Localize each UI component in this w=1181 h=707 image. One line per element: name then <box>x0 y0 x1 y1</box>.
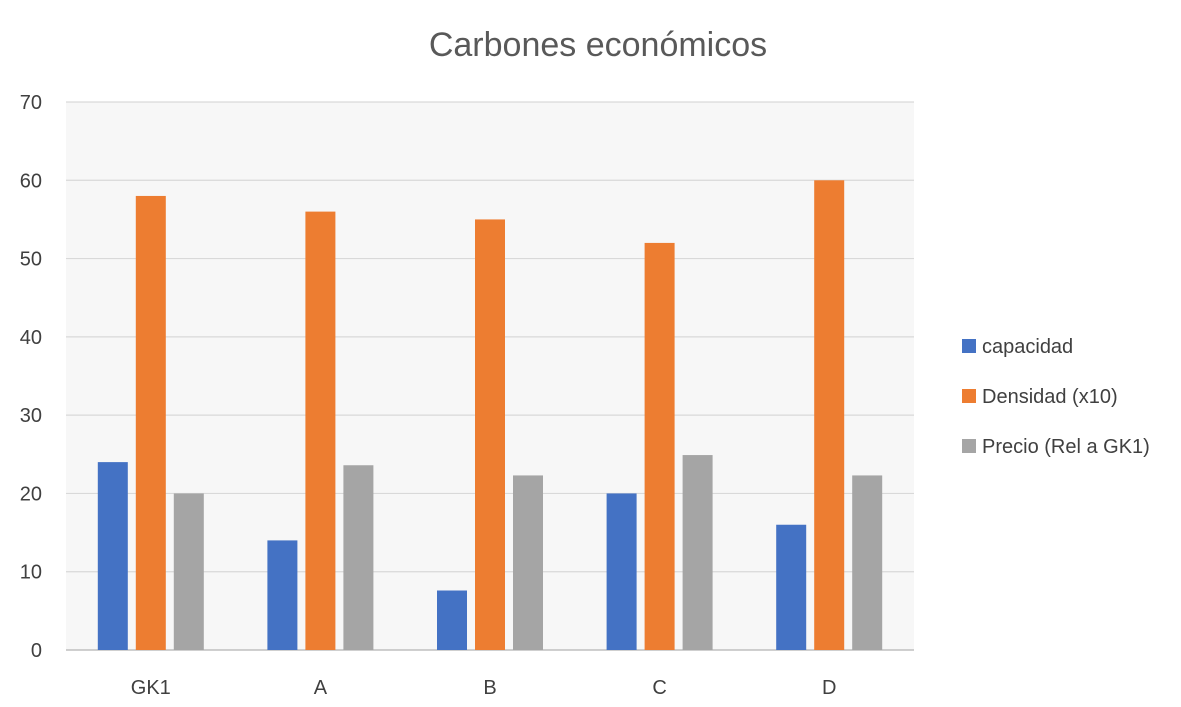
bar-precio-rel-a-gk1-a <box>343 465 374 650</box>
y-tick-label: 70 <box>20 92 42 114</box>
legend-swatch <box>962 389 976 403</box>
y-tick-label: 30 <box>20 405 42 427</box>
y-tick-label: 0 <box>31 640 42 662</box>
legend-label: Densidad (x10) <box>982 386 1118 408</box>
y-axis: 0 10 20 30 40 50 60 70 <box>20 92 42 662</box>
bar-precio-rel-a-gk1-c <box>682 455 713 650</box>
y-tick-label: 50 <box>20 249 42 271</box>
bars <box>97 180 883 651</box>
legend-swatch <box>962 439 976 453</box>
x-tick-label: A <box>314 677 328 699</box>
y-tick-label: 40 <box>20 327 42 349</box>
bar-capacidad-b <box>437 590 467 650</box>
bar-capacidad-gk1 <box>97 462 128 650</box>
bar-densidad-x10-a <box>305 211 336 650</box>
x-axis: GK1 A B C D <box>131 677 837 699</box>
bar-precio-rel-a-gk1-gk1 <box>173 493 204 650</box>
x-tick-label: B <box>483 677 496 699</box>
bar-precio-rel-a-gk1-b <box>513 475 543 650</box>
legend-label: capacidad <box>982 336 1073 358</box>
x-tick-label: GK1 <box>131 677 171 699</box>
bar-precio-rel-a-gk1-d <box>852 475 883 650</box>
x-tick-label: D <box>822 677 836 699</box>
legend-label: Precio (Rel a GK1) <box>982 436 1150 458</box>
y-tick-label: 20 <box>20 483 42 505</box>
y-tick-label: 60 <box>20 170 42 192</box>
legend: capacidad Densidad (x10) Precio (Rel a GK1… <box>962 336 1150 458</box>
bar-capacidad-a <box>267 540 298 650</box>
bar-densidad-x10-b <box>475 219 505 650</box>
bar-capacidad-c <box>606 493 637 650</box>
legend-swatch <box>962 339 976 353</box>
y-tick-label: 10 <box>20 562 42 584</box>
x-tick-label: C <box>652 677 666 699</box>
bar-densidad-x10-gk1 <box>135 195 166 650</box>
bar-densidad-x10-c <box>644 242 675 650</box>
bar-densidad-x10-d <box>814 180 845 651</box>
bar-capacidad-d <box>776 524 807 650</box>
chart-title: Carbones económicos <box>429 26 767 64</box>
